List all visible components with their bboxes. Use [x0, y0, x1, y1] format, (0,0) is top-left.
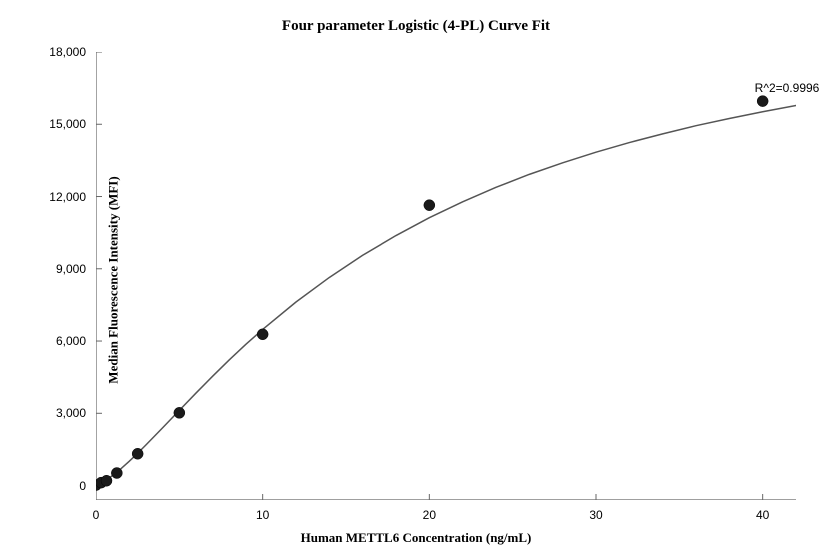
y-tick-label: 0	[36, 479, 86, 493]
x-tick-label: 0	[93, 508, 100, 522]
chart-container: Four parameter Logistic (4-PL) Curve Fit…	[0, 0, 832, 560]
data-point	[257, 329, 268, 340]
data-point	[757, 96, 768, 107]
plot-svg	[96, 52, 796, 500]
y-tick-label: 15,000	[36, 117, 86, 131]
data-point	[424, 200, 435, 211]
data-point	[101, 475, 112, 486]
data-point	[174, 407, 185, 418]
x-axis-label: Human METTL6 Concentration (ng/mL)	[0, 530, 832, 546]
x-tick-label: 20	[423, 508, 436, 522]
y-tick-label: 6,000	[36, 334, 86, 348]
data-point	[132, 448, 143, 459]
data-point	[111, 468, 122, 479]
y-tick-label: 18,000	[36, 45, 86, 59]
axes	[96, 52, 796, 500]
y-tick-label: 12,000	[36, 190, 86, 204]
r-squared-annotation: R^2=0.9996	[755, 81, 820, 95]
x-tick-label: 30	[589, 508, 602, 522]
x-tick-label: 10	[256, 508, 269, 522]
chart-title: Four parameter Logistic (4-PL) Curve Fit	[0, 18, 832, 35]
x-tick-label: 40	[756, 508, 769, 522]
fit-curve	[96, 105, 796, 484]
y-tick-label: 9,000	[36, 262, 86, 276]
plot-area	[96, 52, 796, 500]
y-tick-label: 3,000	[36, 406, 86, 420]
